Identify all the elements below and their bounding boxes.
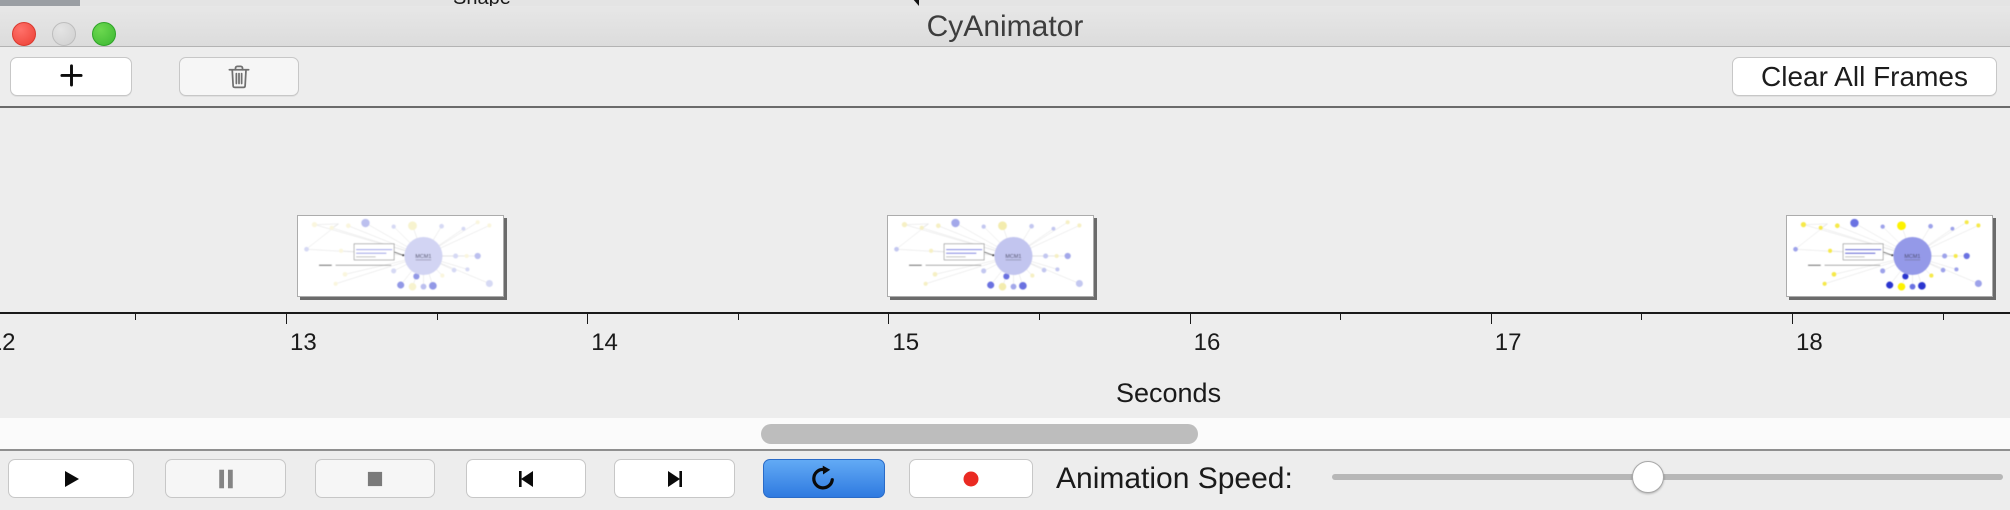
svg-text:MCM1: MCM1 bbox=[1904, 254, 1920, 260]
svg-text:MCM1: MCM1 bbox=[1005, 254, 1021, 260]
svg-text:MCM1: MCM1 bbox=[415, 254, 431, 260]
